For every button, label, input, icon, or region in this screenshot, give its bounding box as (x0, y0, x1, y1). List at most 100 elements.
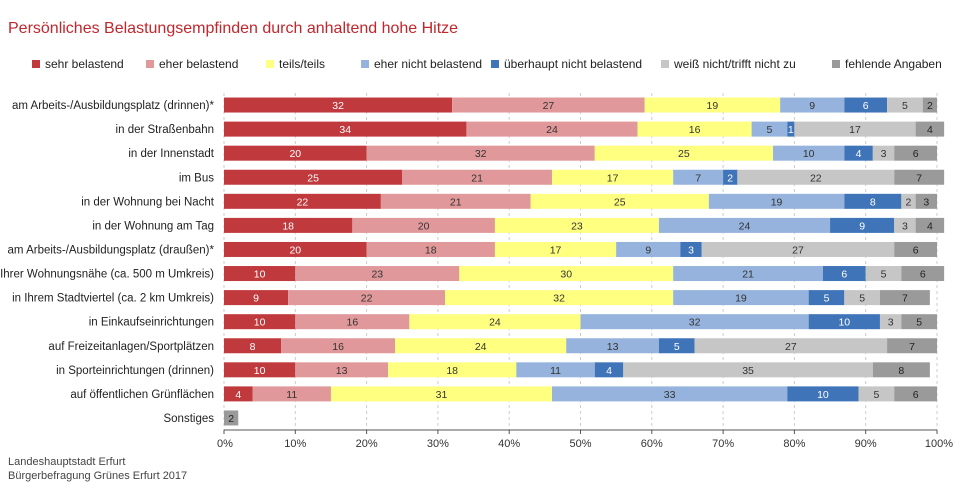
data-label: 34 (339, 124, 351, 136)
data-label: 5 (902, 100, 908, 112)
data-label: 19 (707, 100, 719, 112)
bar-segment (780, 97, 845, 113)
data-label: 33 (664, 389, 676, 401)
legend-swatch (361, 60, 369, 68)
category-label: in Sporteinrichtungen (drinnen) (56, 365, 214, 377)
bar-segment (224, 217, 353, 233)
data-label: 20 (289, 244, 301, 256)
data-label: 32 (553, 293, 565, 305)
legend-item: überhaupt nicht belastend (491, 57, 642, 71)
data-label: 18 (446, 365, 458, 377)
data-label: 4 (927, 220, 933, 232)
data-label: 10 (254, 269, 266, 281)
bar-segment (787, 121, 795, 137)
x-tick-label: 20% (356, 438, 378, 450)
legend: sehr belastend eher belastend teils/teils e… (8, 57, 958, 73)
bar-segment (623, 362, 873, 378)
x-tick-label: 100% (925, 438, 953, 450)
data-label: 18 (425, 244, 437, 256)
bar-segment (894, 217, 916, 233)
bar-segment (224, 290, 289, 306)
data-label: 11 (550, 365, 561, 377)
bar-segment (879, 290, 930, 306)
data-label: 10 (817, 389, 829, 401)
data-label: 3 (888, 317, 894, 329)
bar-segment (224, 314, 296, 330)
bar-segment (224, 121, 467, 137)
category-label: in Ihrer Wohnungsnähe (ca. 500 m Umkreis… (0, 269, 214, 281)
category-label: in der Wohnung am Tag (92, 220, 214, 232)
data-label: 27 (543, 100, 555, 112)
bar-segment (295, 266, 460, 282)
data-label: 2 (906, 196, 912, 208)
bar-segment (452, 97, 645, 113)
bar-segment (858, 386, 895, 402)
data-label: 23 (371, 269, 383, 281)
bar-segment (673, 266, 823, 282)
x-tick-label: 0% (217, 438, 233, 450)
data-label: 4 (927, 124, 933, 136)
data-label: 9 (859, 220, 865, 232)
bar-segment (516, 362, 595, 378)
bar-segment (224, 169, 403, 185)
data-label: 16 (332, 341, 344, 353)
data-label: 22 (361, 293, 373, 305)
bar-segment (808, 314, 880, 330)
data-label: 5 (873, 389, 879, 401)
data-label: 22 (297, 196, 309, 208)
data-label: 3 (923, 196, 929, 208)
bar-segment (445, 290, 674, 306)
chart-title: Persönliches Belastungsempfinden durch a… (8, 20, 459, 37)
bar-segment (616, 241, 681, 257)
data-label: 6 (913, 389, 919, 401)
bar-segment (887, 338, 937, 354)
bar-segment (922, 97, 937, 113)
bar-segment (915, 217, 945, 233)
category-label: auf öffentlichen Grünflächen (70, 389, 214, 401)
data-label: 10 (254, 317, 266, 329)
bar-segment (594, 145, 774, 161)
data-label: 6 (863, 100, 869, 112)
bar-segment (872, 145, 895, 161)
data-label: 19 (735, 293, 747, 305)
legend-item: fehlende Angaben (832, 57, 942, 71)
category-label: am Arbeits-/Ausbildungsplatz (drinnen)* (12, 100, 215, 112)
bar-segment (637, 121, 752, 137)
data-label: 1 (788, 124, 794, 136)
bar-segment (594, 362, 624, 378)
x-tick-label: 60% (641, 438, 663, 450)
legend-item: weiß nicht/trifft nicht zu (661, 57, 796, 71)
bar-segment (894, 386, 937, 402)
bar-segment (894, 145, 937, 161)
data-label: 6 (913, 148, 919, 160)
bar-segment (530, 193, 709, 209)
bar-segment (901, 266, 945, 282)
data-label: 5 (824, 293, 830, 305)
bar-segment (822, 266, 866, 282)
x-tick-label: 10% (284, 438, 306, 450)
data-label: 24 (489, 317, 501, 329)
bar-segment (395, 338, 567, 354)
bar-segment (673, 290, 809, 306)
data-label: 8 (250, 341, 256, 353)
bar-segment (887, 97, 923, 113)
data-label: 17 (607, 172, 619, 184)
data-label: 19 (771, 196, 783, 208)
bar-segment (295, 362, 388, 378)
legend-label: teils/teils (279, 57, 326, 71)
data-label: 5 (859, 293, 865, 305)
bar-segment (872, 362, 930, 378)
bar-segment (409, 314, 581, 330)
x-tick-label: 30% (427, 438, 449, 450)
bar-segment (915, 193, 937, 209)
data-label: 21 (742, 269, 754, 281)
bar-segment (723, 169, 738, 185)
bar-segment (794, 121, 916, 137)
data-label: 7 (695, 172, 701, 184)
legend-swatch (491, 60, 499, 68)
bar-segment (466, 121, 638, 137)
data-label: 8 (898, 365, 904, 377)
legend-label: fehlende Angaben (845, 57, 942, 71)
category-label: in der Wohnung bei Nacht (81, 196, 215, 208)
data-label: 6 (913, 244, 919, 256)
